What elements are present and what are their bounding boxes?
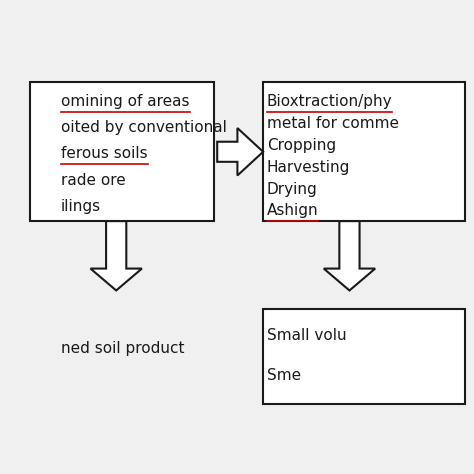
Text: ned soil product: ned soil product [61,341,184,356]
Text: omining of areas: omining of areas [61,94,190,109]
Text: Harvesting: Harvesting [267,160,350,174]
Bar [30,82,213,221]
Text: Drying: Drying [267,182,318,197]
Text: oited by conventional: oited by conventional [61,120,227,135]
Text: Cropping: Cropping [267,138,336,153]
Text: metal for comme: metal for comme [267,116,399,131]
Text: ferous soils: ferous soils [61,146,148,162]
Text: ilings: ilings [61,199,101,214]
Bar [263,82,465,221]
Polygon shape [324,221,375,291]
Text: rade ore: rade ore [61,173,126,188]
Text: Sme: Sme [267,368,301,383]
Text: Bioxtraction/phy: Bioxtraction/phy [267,94,392,109]
Polygon shape [217,128,263,175]
Text: Ashign: Ashign [267,203,319,219]
Polygon shape [91,221,142,291]
Text: Small volu: Small volu [267,328,346,343]
Bar [263,309,465,404]
